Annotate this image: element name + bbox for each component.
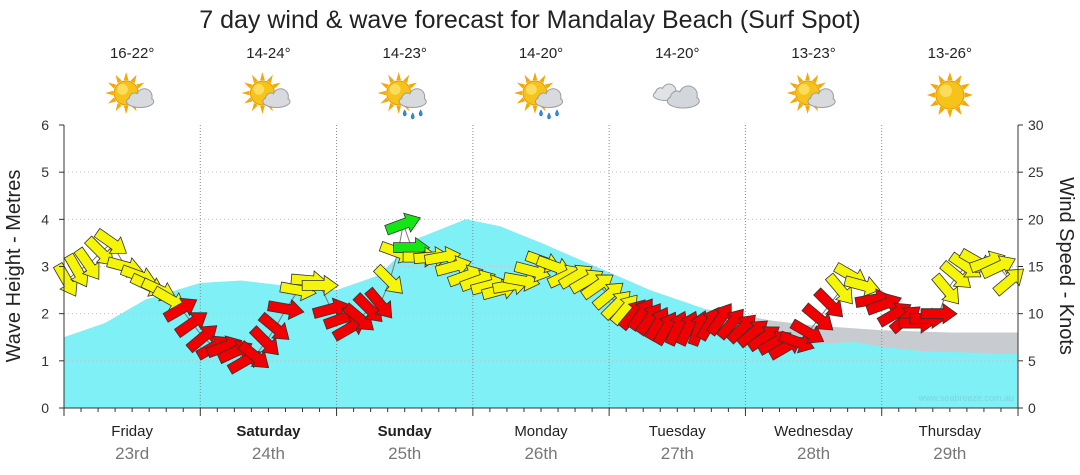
wind-arrow (920, 302, 958, 325)
sun-cloud-rain-icon (377, 72, 427, 120)
cloud-icon (652, 83, 700, 109)
wind-arrow (185, 325, 218, 354)
wind-arrow (789, 318, 825, 344)
wind-arrow (372, 263, 403, 294)
left-tick-label: 4 (41, 211, 49, 227)
sun-cloud-rain-icon (514, 72, 564, 120)
wind-arrow (813, 287, 844, 318)
wind-arrow (979, 255, 1016, 280)
day-label: Wednesday (774, 423, 853, 440)
wind-arrow (591, 282, 624, 311)
date-label: 27th (661, 444, 694, 463)
day-label: Tuesday (649, 423, 706, 440)
wind-arrow (423, 245, 462, 268)
left-tick-label: 5 (41, 164, 49, 180)
wind-arrow (843, 275, 881, 297)
wind-arrow (801, 302, 834, 331)
day-label: Monday (514, 423, 568, 440)
wind-arrow (162, 297, 198, 323)
date-label: 24th (252, 444, 285, 463)
watermark: www.seabreeze.com.au (917, 393, 1014, 403)
day-label: Sunday (378, 423, 433, 440)
date-label: 23rd (115, 444, 149, 463)
temperature-range: 14-23° (383, 45, 427, 62)
date-label: 29th (933, 444, 966, 463)
sun-cloud-icon (786, 72, 836, 114)
right-tick-label: 25 (1028, 164, 1044, 180)
day-label: Friday (111, 423, 153, 440)
wind-arrow (992, 268, 1025, 297)
right-tick-label: 0 (1028, 400, 1036, 416)
wind-arrow (580, 274, 614, 301)
temperature-range: 13-26° (928, 45, 972, 62)
wind-arrow (93, 227, 128, 254)
right-tick-label: 30 (1028, 117, 1044, 133)
left-tick-label: 6 (41, 117, 49, 133)
wind-arrow (257, 311, 290, 340)
sun-icon (926, 72, 973, 118)
right-tick-label: 20 (1028, 211, 1044, 227)
sun-cloud-icon (241, 72, 291, 114)
wind-arrow-layer (52, 212, 1025, 375)
left-tick-label: 0 (41, 400, 49, 416)
temperature-range: 16-22° (110, 45, 154, 62)
wind-arrow (237, 340, 270, 369)
wind-arrow (364, 286, 393, 319)
left-tick-label: 1 (41, 353, 49, 369)
day-label: Saturday (236, 423, 301, 440)
wind-arrow (301, 274, 339, 297)
wind-arrow (502, 270, 541, 292)
date-label: 26th (524, 444, 557, 463)
wind-arrow (824, 272, 853, 305)
sun-cloud-icon (105, 72, 155, 114)
temperature-range: 14-20° (655, 45, 699, 62)
temperature-range: 14-20° (519, 45, 563, 62)
temperature-range: 14-24° (246, 45, 290, 62)
right-tick-label: 15 (1028, 259, 1044, 275)
left-axis-label: Wave Height - Metres (3, 170, 25, 363)
date-label: 28th (797, 444, 830, 463)
date-label: 25th (388, 444, 421, 463)
wind-arrow (931, 272, 960, 305)
daily-forecast-row: 16-22° 14-24° 14-23° 14-20° 14-20° 13-23° 13-2… (105, 45, 973, 120)
wind-arrow (267, 298, 305, 321)
chart-title: 7 day wind & wave forecast for Mandalay … (199, 6, 860, 34)
axis-layer: 0 1 2 3 4 5 6 0 5 10 15 20 25 30 Friday 23rd Saturday 24t… (41, 117, 1044, 463)
right-tick-label: 5 (1028, 353, 1036, 369)
wind-arrow (173, 312, 208, 339)
wind-arrow (342, 302, 375, 331)
wind-arrow (384, 212, 421, 236)
wind-arrow (248, 325, 279, 356)
left-tick-label: 2 (41, 306, 49, 322)
wind-arrow (73, 246, 100, 280)
right-tick-label: 10 (1028, 306, 1044, 322)
day-label: Thursday (919, 423, 982, 440)
wind-arrow (434, 255, 472, 277)
right-axis-label: Wind Speed - Knots (1055, 177, 1077, 355)
temperature-range: 13-23° (791, 45, 835, 62)
wind-arrow (939, 259, 972, 288)
left-tick-label: 3 (41, 259, 49, 275)
wind-arrow (83, 235, 115, 266)
